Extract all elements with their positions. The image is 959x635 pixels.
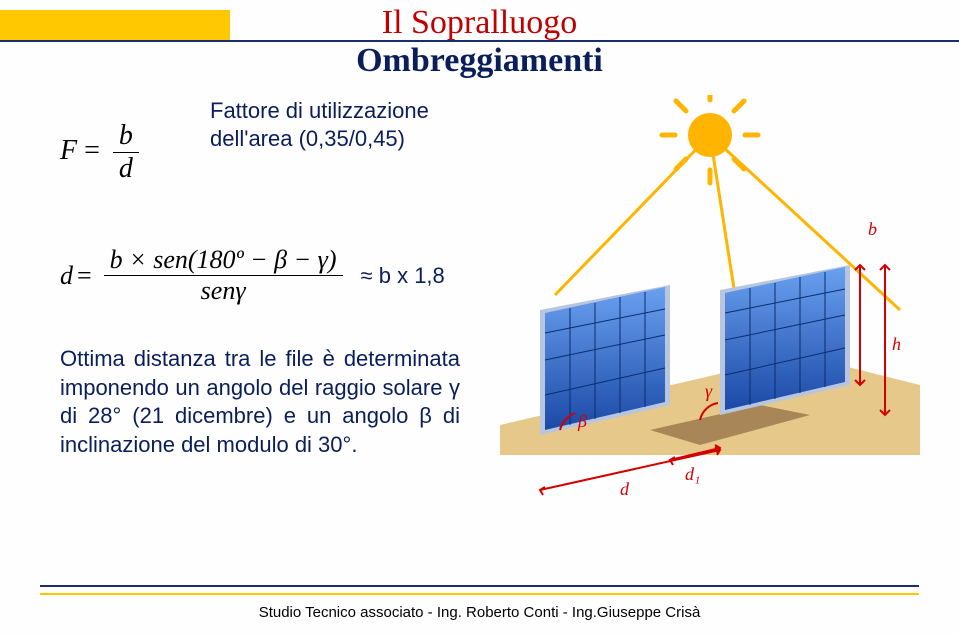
formula-d: d = b × sen(180º − β − γ) senγ ≈ b x 1,8 — [60, 245, 445, 306]
formula-d-eq: = — [77, 261, 92, 291]
label-h: h — [892, 334, 901, 354]
footer-rule-navy — [40, 585, 919, 587]
label-d: d — [620, 479, 630, 499]
slide-subtitle: Ombreggiamenti — [0, 42, 959, 80]
footer-rule-yellow — [40, 593, 919, 595]
label-b: b — [868, 219, 877, 239]
label-gamma: γ — [705, 381, 713, 401]
body-text: Ottima distanza tra le file è determinat… — [60, 345, 460, 459]
formula-d-approx: ≈ b x 1,8 — [361, 263, 445, 289]
formula-F-lhs: F — [60, 135, 77, 166]
formula-d-den: senγ — [104, 276, 343, 306]
footer-text: Studio Tecnico associato - Ing. Roberto … — [0, 604, 959, 621]
formula-F-num: b — [113, 120, 139, 153]
slide-title: Il Sopralluogo — [0, 4, 959, 42]
formula-d-lhs: d — [60, 261, 73, 291]
label-d1: d₁ — [685, 464, 700, 484]
label-beta: β — [577, 411, 587, 431]
formula-F-den: d — [113, 153, 139, 185]
solar-panel-diagram: b h d₁ d β γ — [500, 95, 920, 515]
factor-text: Fattore di utilizzazione dell'area (0,35… — [210, 97, 490, 152]
formula-F: F = b d — [60, 120, 139, 185]
formula-F-eq: = — [84, 135, 100, 166]
formula-d-frac: b × sen(180º − β − γ) senγ — [104, 245, 343, 306]
formula-F-frac: b d — [113, 120, 139, 185]
formula-d-num: b × sen(180º − β − γ) — [104, 245, 343, 276]
